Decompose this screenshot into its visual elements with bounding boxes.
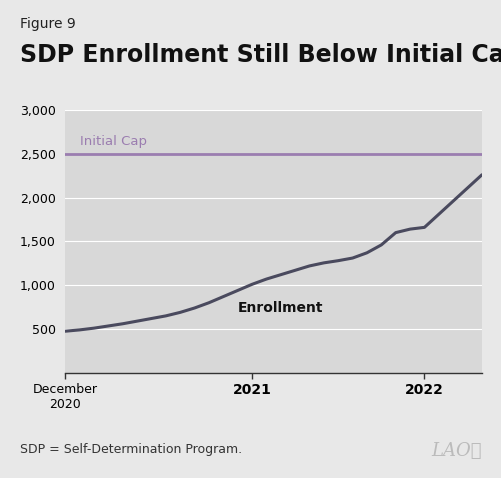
Text: Figure 9: Figure 9 xyxy=(20,17,76,31)
Text: SDP = Self-Determination Program.: SDP = Self-Determination Program. xyxy=(20,444,241,456)
Text: Initial Cap: Initial Cap xyxy=(80,135,146,148)
Text: SDP Enrollment Still Below Initial Cap: SDP Enrollment Still Below Initial Cap xyxy=(20,43,501,67)
Text: Enrollment: Enrollment xyxy=(237,301,323,315)
Text: LAO⨽: LAO⨽ xyxy=(430,442,481,460)
